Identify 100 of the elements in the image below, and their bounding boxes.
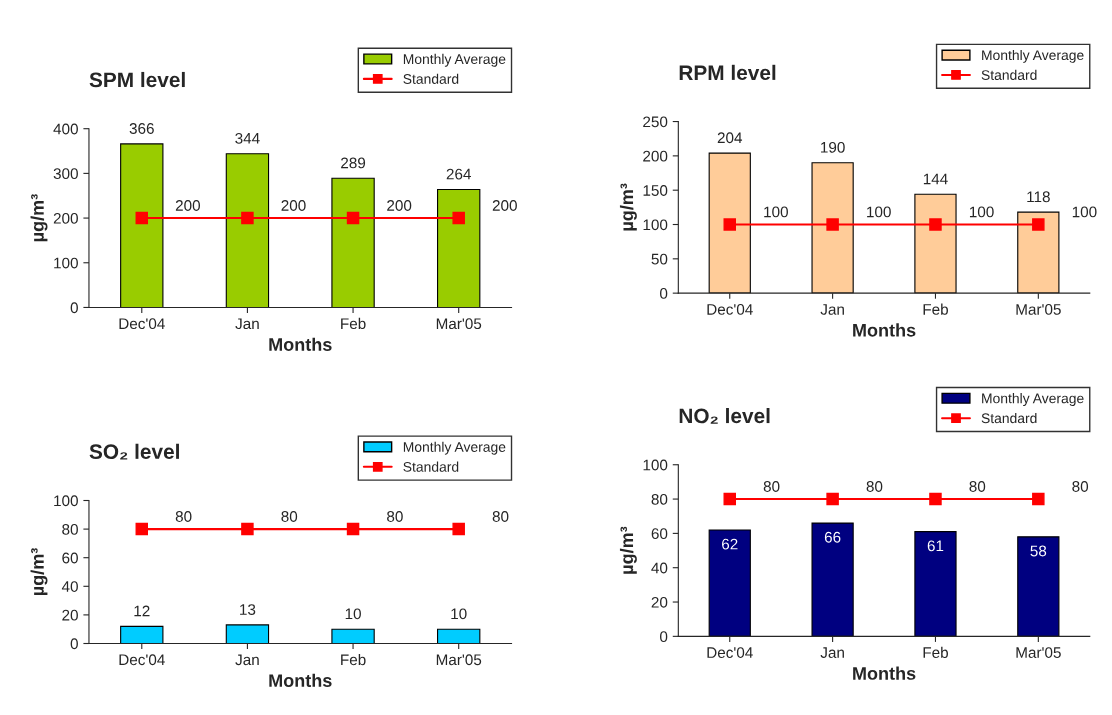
legend-label: Standard <box>981 69 1037 80</box>
x-tick-label: Dec'04 <box>119 654 165 666</box>
y-tick-label: 20 <box>651 596 668 608</box>
x-tick-label: Feb <box>923 646 948 658</box>
data-label: 80 <box>492 511 509 522</box>
data-label: 80 <box>969 481 986 492</box>
data-label: 200 <box>281 200 306 211</box>
bar <box>811 162 854 294</box>
y-tick-label: 0 <box>70 302 78 314</box>
legend-label: Standard <box>403 461 459 472</box>
chart-title: SPM level <box>89 71 185 88</box>
x-tick-label: Jan <box>820 304 844 315</box>
bar <box>120 143 164 308</box>
data-label: 80 <box>763 481 780 492</box>
x-axis-title: Months <box>853 323 916 337</box>
x-tick-label: Mar'05 <box>1016 647 1061 658</box>
data-label: 264 <box>446 168 471 180</box>
x-tick-label: Feb <box>341 653 366 666</box>
data-label: 289 <box>341 157 366 169</box>
data-label: 100 <box>764 206 788 218</box>
data-label: 10 <box>451 608 467 620</box>
data-label: 62 <box>722 538 738 550</box>
data-label: 118 <box>1027 191 1050 203</box>
y-tick-label: 20 <box>62 609 78 621</box>
chart-title: RPM level <box>679 64 776 81</box>
legend-label: Monthly Average <box>403 53 506 67</box>
x-axis-title: Months <box>269 673 332 687</box>
data-label: 80 <box>1072 481 1089 492</box>
data-label: 200 <box>175 200 201 211</box>
y-axis-title: µg/m³ <box>619 183 637 231</box>
x-tick-label: Dec'04 <box>119 318 165 330</box>
bar <box>914 193 957 294</box>
bar <box>914 531 957 637</box>
y-tick-label: 60 <box>651 528 668 540</box>
y-tick-label: 100 <box>54 257 78 269</box>
y-tick-label: 200 <box>53 212 78 224</box>
x-axis-title: Months <box>853 666 916 680</box>
x-tick-label: Feb <box>341 317 366 330</box>
data-label: 344 <box>235 132 260 144</box>
y-axis-title: µg/m³ <box>30 194 48 242</box>
x-tick-label: Mar'05 <box>436 654 482 666</box>
data-label: 80 <box>387 511 403 522</box>
data-label: 200 <box>492 200 517 211</box>
x-axis-title: Months <box>269 337 332 351</box>
data-label: 61 <box>927 540 944 552</box>
data-label: 190 <box>821 141 845 153</box>
data-label: 66 <box>824 531 841 543</box>
data-label: 366 <box>129 123 154 134</box>
data-label: 100 <box>969 206 994 218</box>
data-label: 204 <box>717 132 743 144</box>
x-tick-label: Jan <box>235 318 259 330</box>
y-tick-label: 100 <box>54 495 78 507</box>
data-label: 200 <box>387 200 412 211</box>
y-tick-label: 250 <box>643 116 668 128</box>
data-label: 13 <box>240 604 256 615</box>
data-label: 100 <box>1072 206 1097 218</box>
legend-label: Monthly Average <box>403 441 506 455</box>
data-label: 80 <box>175 511 192 522</box>
y-tick-label: 40 <box>61 581 78 592</box>
legend-label: Monthly Average <box>982 49 1084 63</box>
x-tick-label: Dec'04 <box>707 303 753 315</box>
data-label: 58 <box>1030 545 1047 557</box>
y-tick-label: 0 <box>70 638 78 650</box>
y-tick-label: 0 <box>660 631 668 643</box>
y-axis-title: µg/m³ <box>619 526 637 574</box>
data-label: 80 <box>281 511 298 522</box>
x-tick-label: Mar'05 <box>1016 303 1061 315</box>
y-tick-label: 100 <box>643 219 668 231</box>
legend-label: Standard <box>981 412 1037 424</box>
bar <box>811 522 854 637</box>
data-label: 100 <box>867 206 891 218</box>
y-tick-label: 0 <box>660 288 668 299</box>
data-label: 144 <box>923 173 948 185</box>
y-tick-label: 80 <box>651 493 668 505</box>
y-tick-label: 60 <box>62 552 78 564</box>
bar <box>437 188 481 308</box>
legend-label: Monthly Average <box>982 393 1084 407</box>
x-tick-label: Jan <box>235 654 259 666</box>
data-label: 10 <box>345 608 361 620</box>
y-tick-label: 50 <box>651 253 668 265</box>
y-tick-label: 300 <box>53 168 78 180</box>
y-tick-label: 400 <box>53 123 78 135</box>
y-tick-label: 200 <box>643 150 668 162</box>
bar <box>708 152 751 294</box>
bar <box>1017 536 1060 637</box>
data-label: 80 <box>866 481 883 492</box>
bar <box>708 529 751 637</box>
bar <box>225 153 270 308</box>
y-tick-label: 100 <box>643 459 668 471</box>
bar <box>331 177 375 308</box>
y-tick-label: 80 <box>62 523 78 535</box>
y-tick-label: 40 <box>651 562 668 574</box>
x-tick-label: Feb <box>923 303 948 315</box>
legend-label: Standard <box>403 73 459 84</box>
data-label: 12 <box>134 605 150 617</box>
x-tick-label: Mar'05 <box>436 318 482 330</box>
y-axis-title: µg/m³ <box>30 548 48 596</box>
chart-title: SO₂ level <box>89 443 179 460</box>
x-tick-label: Dec'04 <box>707 647 753 658</box>
x-tick-label: Jan <box>820 647 844 658</box>
